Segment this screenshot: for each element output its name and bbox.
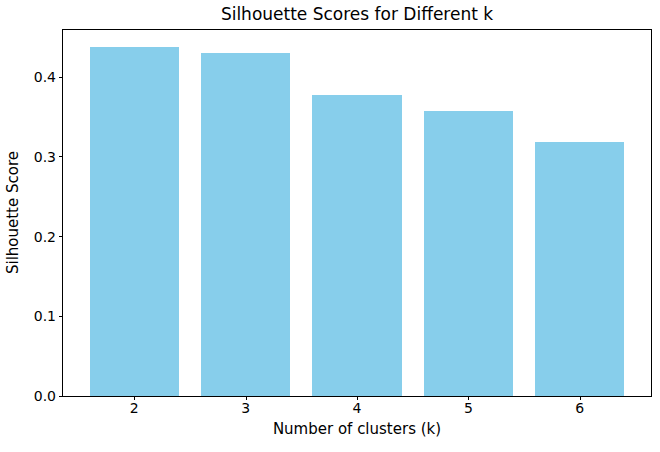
x-axis-label: Number of clusters (k)	[62, 420, 652, 438]
y-tick	[59, 156, 63, 157]
y-tick-label: 0.4	[34, 70, 56, 84]
bar-k2	[90, 47, 179, 396]
x-tick-label: 4	[353, 400, 362, 417]
figure: Silhouette Scores for Different k Silhou…	[0, 0, 660, 452]
y-tick	[59, 396, 63, 397]
y-tick-label: 0.1	[34, 309, 56, 323]
bar-k4	[312, 95, 401, 396]
x-tick-label: 6	[575, 400, 584, 417]
y-tick-label: 0.3	[34, 150, 56, 164]
y-tick-label: 0.2	[34, 230, 56, 244]
x-tick-label: 5	[464, 400, 473, 417]
y-axis-label-container: Silhouette Score	[2, 29, 24, 397]
chart-title: Silhouette Scores for Different k	[62, 4, 652, 24]
plot-area: 234560.00.10.20.30.4	[62, 29, 652, 397]
bar-k3	[201, 53, 290, 396]
y-tick	[59, 316, 63, 317]
x-tick-label: 3	[241, 400, 250, 417]
y-tick	[59, 236, 63, 237]
y-axis-label: Silhouette Score	[4, 151, 22, 274]
bar-k6	[535, 142, 624, 396]
y-tick	[59, 77, 63, 78]
x-tick-label: 2	[130, 400, 139, 417]
y-tick-label: 0.0	[34, 389, 56, 403]
bar-k5	[424, 111, 513, 396]
